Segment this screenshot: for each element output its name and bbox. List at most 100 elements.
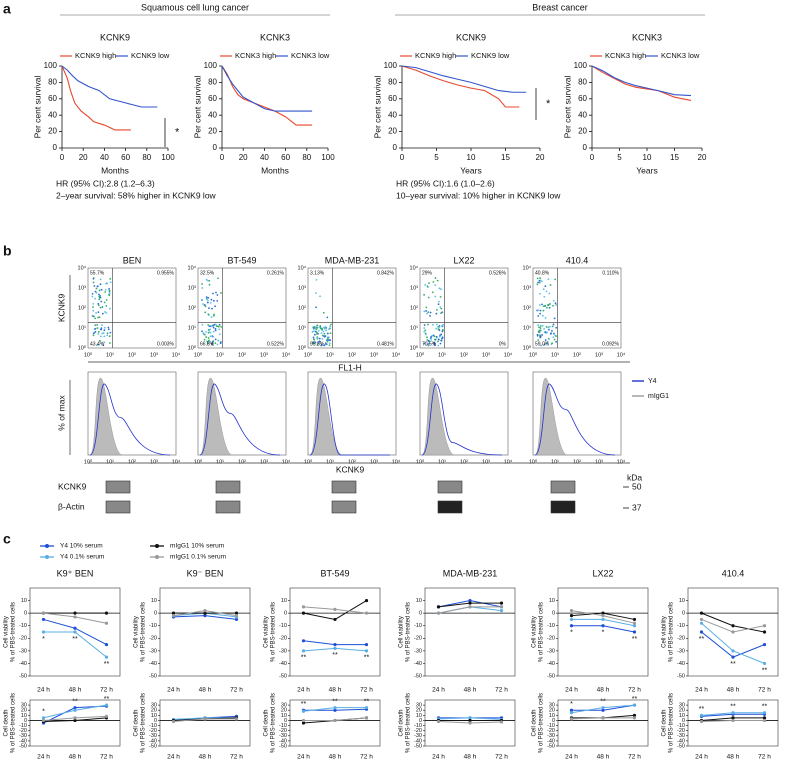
label: 72 h [495, 754, 508, 761]
flow-event [548, 306, 551, 309]
flow-event [92, 334, 95, 337]
label: ** [364, 655, 370, 662]
flow-event [215, 291, 217, 294]
label: 30 [151, 703, 157, 709]
label: 72 h [230, 754, 243, 761]
survival-curve [221, 65, 313, 112]
flow-event [206, 342, 209, 345]
label: ** [332, 652, 338, 659]
point [731, 630, 735, 634]
flow-event [427, 296, 430, 299]
flow-event [545, 342, 548, 345]
label: LX22 [453, 255, 474, 265]
label: -10 [547, 623, 555, 629]
flow-event [423, 310, 426, 313]
label: 10² [348, 459, 356, 465]
label: -30 [414, 733, 422, 739]
point [301, 639, 306, 643]
flow-event [109, 331, 112, 334]
label: -20 [677, 728, 685, 734]
label: 10³ [150, 459, 158, 465]
label: 48 h [69, 687, 82, 694]
hist-isotype [89, 377, 123, 456]
label: 10 [151, 713, 157, 719]
label: -30 [677, 648, 685, 654]
label: -50 [149, 673, 157, 679]
flow-event [105, 312, 108, 314]
flow-event [214, 329, 217, 332]
label: 10³ [482, 459, 490, 465]
label: 10² [573, 352, 581, 358]
flow-event [92, 281, 95, 284]
label: 55.7% [90, 270, 105, 276]
flow-event [218, 323, 221, 326]
plot-frame [424, 699, 516, 747]
label: 20 [151, 708, 157, 714]
line-series [701, 612, 765, 633]
label: BT-549 [227, 255, 256, 265]
label: -20 [414, 636, 422, 642]
label: KCNK9 [58, 481, 87, 491]
blot-band [437, 500, 463, 514]
flow-event [426, 338, 429, 341]
flow-event [537, 309, 540, 312]
flow-event [220, 292, 222, 294]
flow-event [541, 303, 543, 306]
flow-event [436, 279, 439, 282]
label: 50 [632, 481, 642, 491]
point [301, 611, 306, 615]
flow-event [324, 335, 326, 338]
flow-event [108, 294, 111, 297]
label: 60 [281, 153, 290, 162]
label: 0.955% [157, 270, 175, 276]
label: 10 [643, 153, 652, 162]
label: 29% [422, 270, 433, 276]
flow-event [324, 326, 327, 328]
flow-event [206, 297, 209, 300]
label: 24 h [297, 687, 310, 694]
label: Cell viability [264, 616, 270, 648]
label: 60 [48, 94, 57, 103]
hist-y4 [309, 383, 390, 456]
label: -50 [677, 743, 685, 749]
label: -20 [279, 636, 287, 642]
flow-event [109, 281, 112, 284]
flow-event [437, 303, 440, 306]
flow-event [320, 344, 323, 346]
point [468, 716, 472, 720]
label: 10 [416, 713, 422, 719]
point [203, 717, 207, 721]
point [333, 706, 337, 710]
label: 20 [79, 153, 88, 162]
flow-event [316, 324, 319, 327]
label: -20 [19, 728, 27, 734]
label: -40 [414, 661, 422, 667]
flow-event [202, 303, 204, 305]
flow-event [433, 335, 436, 338]
flow-event [209, 331, 212, 334]
label: 20 [208, 127, 217, 136]
flow-event [92, 309, 95, 312]
flow-event [538, 329, 541, 332]
label: HR (95% CI):2.8 (1.2–6.3) [56, 178, 155, 188]
point [301, 649, 306, 653]
label: 30 [549, 703, 555, 709]
label: KCNK3 high [235, 51, 276, 60]
point [731, 718, 735, 723]
label: 10⁴ [282, 458, 291, 465]
flow-event [206, 301, 209, 304]
flow-event [315, 278, 318, 281]
label: 3.13% [310, 270, 325, 276]
label: 10⁰ [304, 458, 313, 465]
flow-event [554, 278, 557, 281]
label: -40 [677, 738, 685, 744]
label: 60 [578, 94, 587, 103]
flow-event [427, 344, 430, 347]
label: ** [364, 699, 370, 706]
flow-event [201, 287, 204, 289]
point [333, 708, 337, 712]
point [203, 609, 207, 613]
flow-event [201, 330, 203, 333]
plot-frame [687, 699, 779, 747]
label: 20 [679, 708, 685, 714]
